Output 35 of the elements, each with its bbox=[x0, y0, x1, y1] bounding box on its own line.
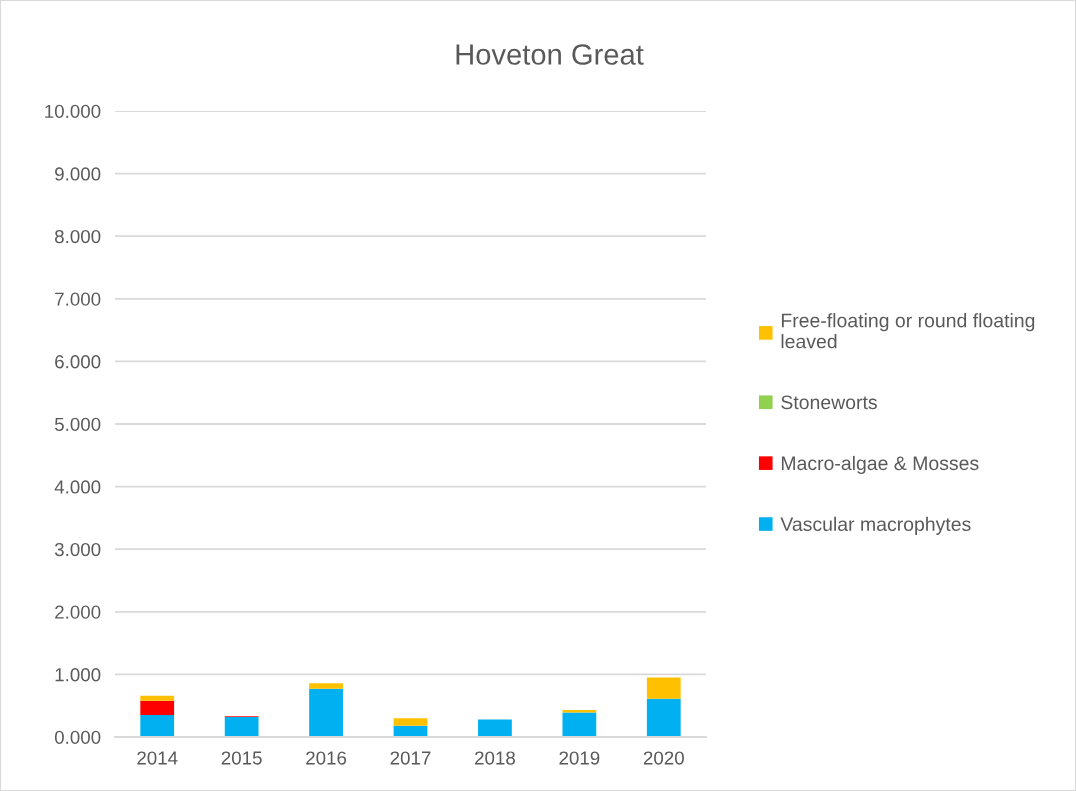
x-tick-label: 2015 bbox=[221, 751, 262, 765]
y-tick-label: 2.000 bbox=[55, 605, 101, 619]
y-tick-label: 0.000 bbox=[54, 730, 101, 744]
x-tick-label: 2020 bbox=[643, 751, 684, 765]
x-tick-label: 2014 bbox=[137, 751, 178, 765]
y-tick-label: 5.000 bbox=[54, 417, 101, 431]
legend-label: Stoneworts bbox=[781, 395, 877, 410]
x-tick-label: 2018 bbox=[475, 751, 515, 765]
bar bbox=[309, 688, 343, 737]
legend-label: Vascular macrophytes bbox=[780, 516, 971, 535]
y-tick-label: 3.000 bbox=[54, 542, 101, 557]
bar bbox=[646, 698, 681, 737]
y-tick-label: 1.000 bbox=[55, 668, 101, 682]
y-tick-label: 8.000 bbox=[55, 229, 101, 244]
chart-title: Hoveton Great bbox=[456, 44, 644, 65]
y-tick-label: 9.000 bbox=[55, 167, 101, 181]
bar bbox=[562, 710, 597, 713]
x-tick-label: 2017 bbox=[390, 751, 431, 765]
x-tick-label: 2019 bbox=[559, 751, 600, 765]
bar bbox=[393, 718, 428, 726]
bar bbox=[478, 719, 512, 737]
y-tick-label: 6.000 bbox=[55, 355, 101, 369]
bar bbox=[309, 683, 343, 689]
y-tick-label: 4.000 bbox=[54, 480, 101, 494]
legend-label: Free-floating or round floating leaved bbox=[781, 313, 1035, 349]
legend-label: Macro-algae & Mosses bbox=[781, 455, 979, 474]
x-tick-label: 2016 bbox=[306, 751, 347, 765]
bar bbox=[140, 715, 175, 737]
bar bbox=[224, 716, 259, 737]
bar bbox=[140, 700, 175, 716]
bar bbox=[562, 712, 597, 737]
y-tick-label: 7.000 bbox=[55, 292, 101, 306]
y-tick-label: 10.000 bbox=[45, 104, 101, 118]
bar bbox=[140, 695, 175, 701]
bar bbox=[646, 677, 681, 699]
